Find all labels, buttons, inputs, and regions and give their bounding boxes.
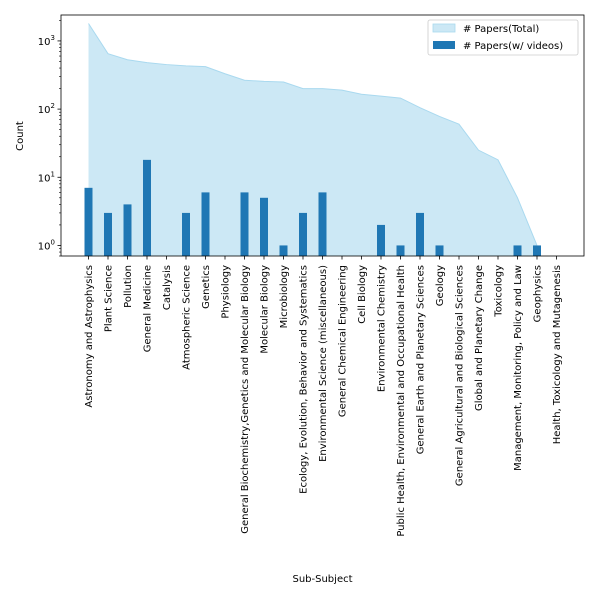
bar-videos (279, 245, 288, 256)
y-axis-label: Count (15, 121, 26, 151)
legend-label-videos: # Papers(w/ videos) (463, 41, 563, 52)
bar-videos (416, 212, 424, 256)
legend-swatch-videos (433, 41, 455, 49)
bar-videos (240, 192, 249, 256)
x-tick-label: Environmental Science (miscellaneous) (318, 265, 329, 462)
x-tick-label: Microbiology (279, 265, 290, 328)
x-tick-label: Catalysis (162, 265, 173, 310)
x-tick-label: Genetics (201, 265, 212, 309)
bar-videos (143, 159, 151, 256)
bar-videos (377, 224, 385, 256)
plot-area (60, 14, 585, 257)
area-total-edge (88, 23, 538, 246)
x-tick-label: General Biochemistry,Genetics and Molecu… (240, 265, 251, 534)
x-tick-label: Pollution (123, 265, 134, 308)
y-tick-label: 102 (38, 102, 55, 116)
x-tick-label: Toxicology (494, 265, 505, 318)
y-axis: 100 101 102 103 (38, 20, 61, 257)
x-tick-label: Cell Biology (357, 265, 368, 324)
area-total (88, 23, 537, 257)
x-tick-label: Molecular Biology (260, 265, 271, 354)
x-tick-label: Geophysics (533, 265, 544, 322)
bar-videos (513, 245, 522, 256)
bar-videos (182, 212, 190, 256)
x-tick-label: Global and Planetary Change (474, 265, 485, 411)
x-tick-label: Atmospheric Science (182, 265, 193, 370)
y-tick-label: 100 (38, 238, 55, 252)
bar-videos (104, 212, 112, 256)
bar-videos (84, 187, 93, 256)
x-tick-label: Geology (435, 265, 446, 306)
y-tick-label: 103 (38, 34, 55, 48)
y-tick-label: 101 (38, 170, 55, 184)
x-tick-label: Environmental Chemistry (377, 265, 388, 392)
x-tick-label: Physiology (221, 265, 232, 319)
legend-box (427, 19, 579, 56)
x-tick-label: General Chemical Engineering (338, 265, 349, 417)
bar-videos (201, 192, 210, 256)
x-tick-label: Astronomy and Astrophysics (84, 265, 95, 408)
bar-videos (123, 204, 132, 256)
bar-videos (533, 245, 541, 256)
bar-videos (318, 192, 327, 256)
legend-swatch-total (432, 23, 456, 33)
x-tick-label: General Medicine (143, 265, 154, 352)
x-tick-label: General Earth and Planetary Sciences (416, 265, 427, 454)
x-tick-label: Management, Monitoring, Policy and Law (513, 265, 524, 471)
legend-label-total: # Papers(Total) (463, 24, 539, 35)
x-tick-label: Public Health, Environmental and Occupat… (396, 265, 407, 537)
x-tick-label: Ecology, Evolution, Behavior and Systema… (299, 265, 310, 494)
bar-videos (260, 197, 268, 256)
x-tick-label: Plant Science (104, 265, 115, 332)
legend: # Papers(Total) # Papers(w/ videos) (427, 19, 579, 56)
x-axis: Astronomy and Astrophysics Plant Science P… (84, 256, 563, 537)
bar-videos (396, 245, 405, 256)
x-tick-label: Health, Toxicology and Mutagenesis (552, 265, 563, 444)
bar-videos (435, 245, 444, 256)
x-axis-label: Sub-Subject (292, 574, 352, 585)
x-tick-label: General Agricultural and Biological Scie… (455, 265, 466, 486)
bar-videos (299, 212, 307, 256)
